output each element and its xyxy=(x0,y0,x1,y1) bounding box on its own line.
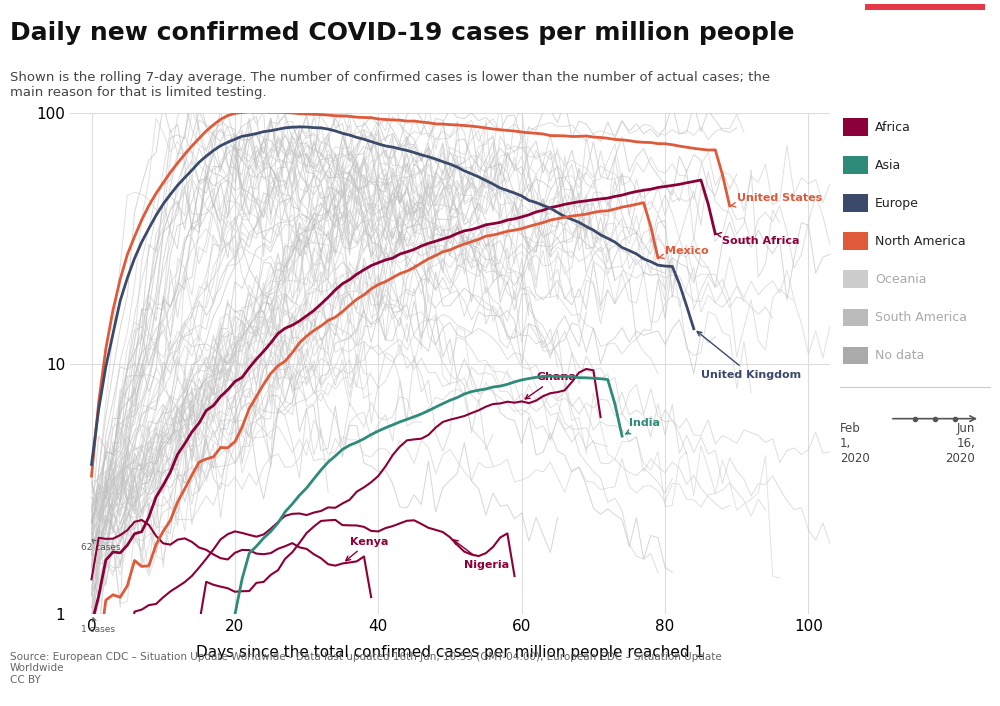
Text: Asia: Asia xyxy=(875,159,901,172)
Text: Daily new confirmed COVID-19 cases per million people: Daily new confirmed COVID-19 cases per m… xyxy=(10,21,794,45)
Text: North America: North America xyxy=(875,235,966,248)
Text: 62 cases: 62 cases xyxy=(81,539,120,552)
Text: Nigeria: Nigeria xyxy=(453,540,509,570)
Text: Africa: Africa xyxy=(875,121,911,133)
Text: Our World
in Data: Our World in Data xyxy=(890,15,960,43)
Text: Oceania: Oceania xyxy=(875,273,926,286)
Text: South Africa: South Africa xyxy=(716,232,800,246)
Text: Kenya: Kenya xyxy=(346,537,388,561)
Text: Ghana: Ghana xyxy=(525,373,576,399)
Text: Mexico: Mexico xyxy=(659,246,709,258)
Text: India: India xyxy=(626,418,660,434)
Text: Shown is the rolling 7-day average. The number of confirmed cases is lower than : Shown is the rolling 7-day average. The … xyxy=(10,71,770,99)
Text: Europe: Europe xyxy=(875,197,919,210)
X-axis label: Days since the total confirmed cases per million people reached 1: Days since the total confirmed cases per… xyxy=(196,645,704,660)
Bar xyxy=(865,4,985,11)
Text: Source: European CDC – Situation Update Worldwide - Data last updated 16th Jun, : Source: European CDC – Situation Update … xyxy=(10,652,722,685)
Text: 1 cases: 1 cases xyxy=(81,618,115,634)
Text: United Kingdom: United Kingdom xyxy=(697,332,801,380)
Text: Feb
1,
2020: Feb 1, 2020 xyxy=(840,422,870,465)
Text: South America: South America xyxy=(875,311,967,324)
Text: No data: No data xyxy=(875,349,924,362)
Text: United States: United States xyxy=(731,193,822,207)
Text: Jun
16,
2020: Jun 16, 2020 xyxy=(945,422,975,465)
